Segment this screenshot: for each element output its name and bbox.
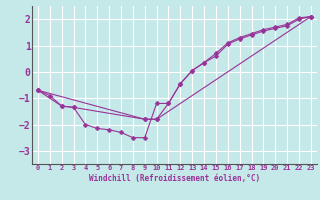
X-axis label: Windchill (Refroidissement éolien,°C): Windchill (Refroidissement éolien,°C): [89, 174, 260, 183]
